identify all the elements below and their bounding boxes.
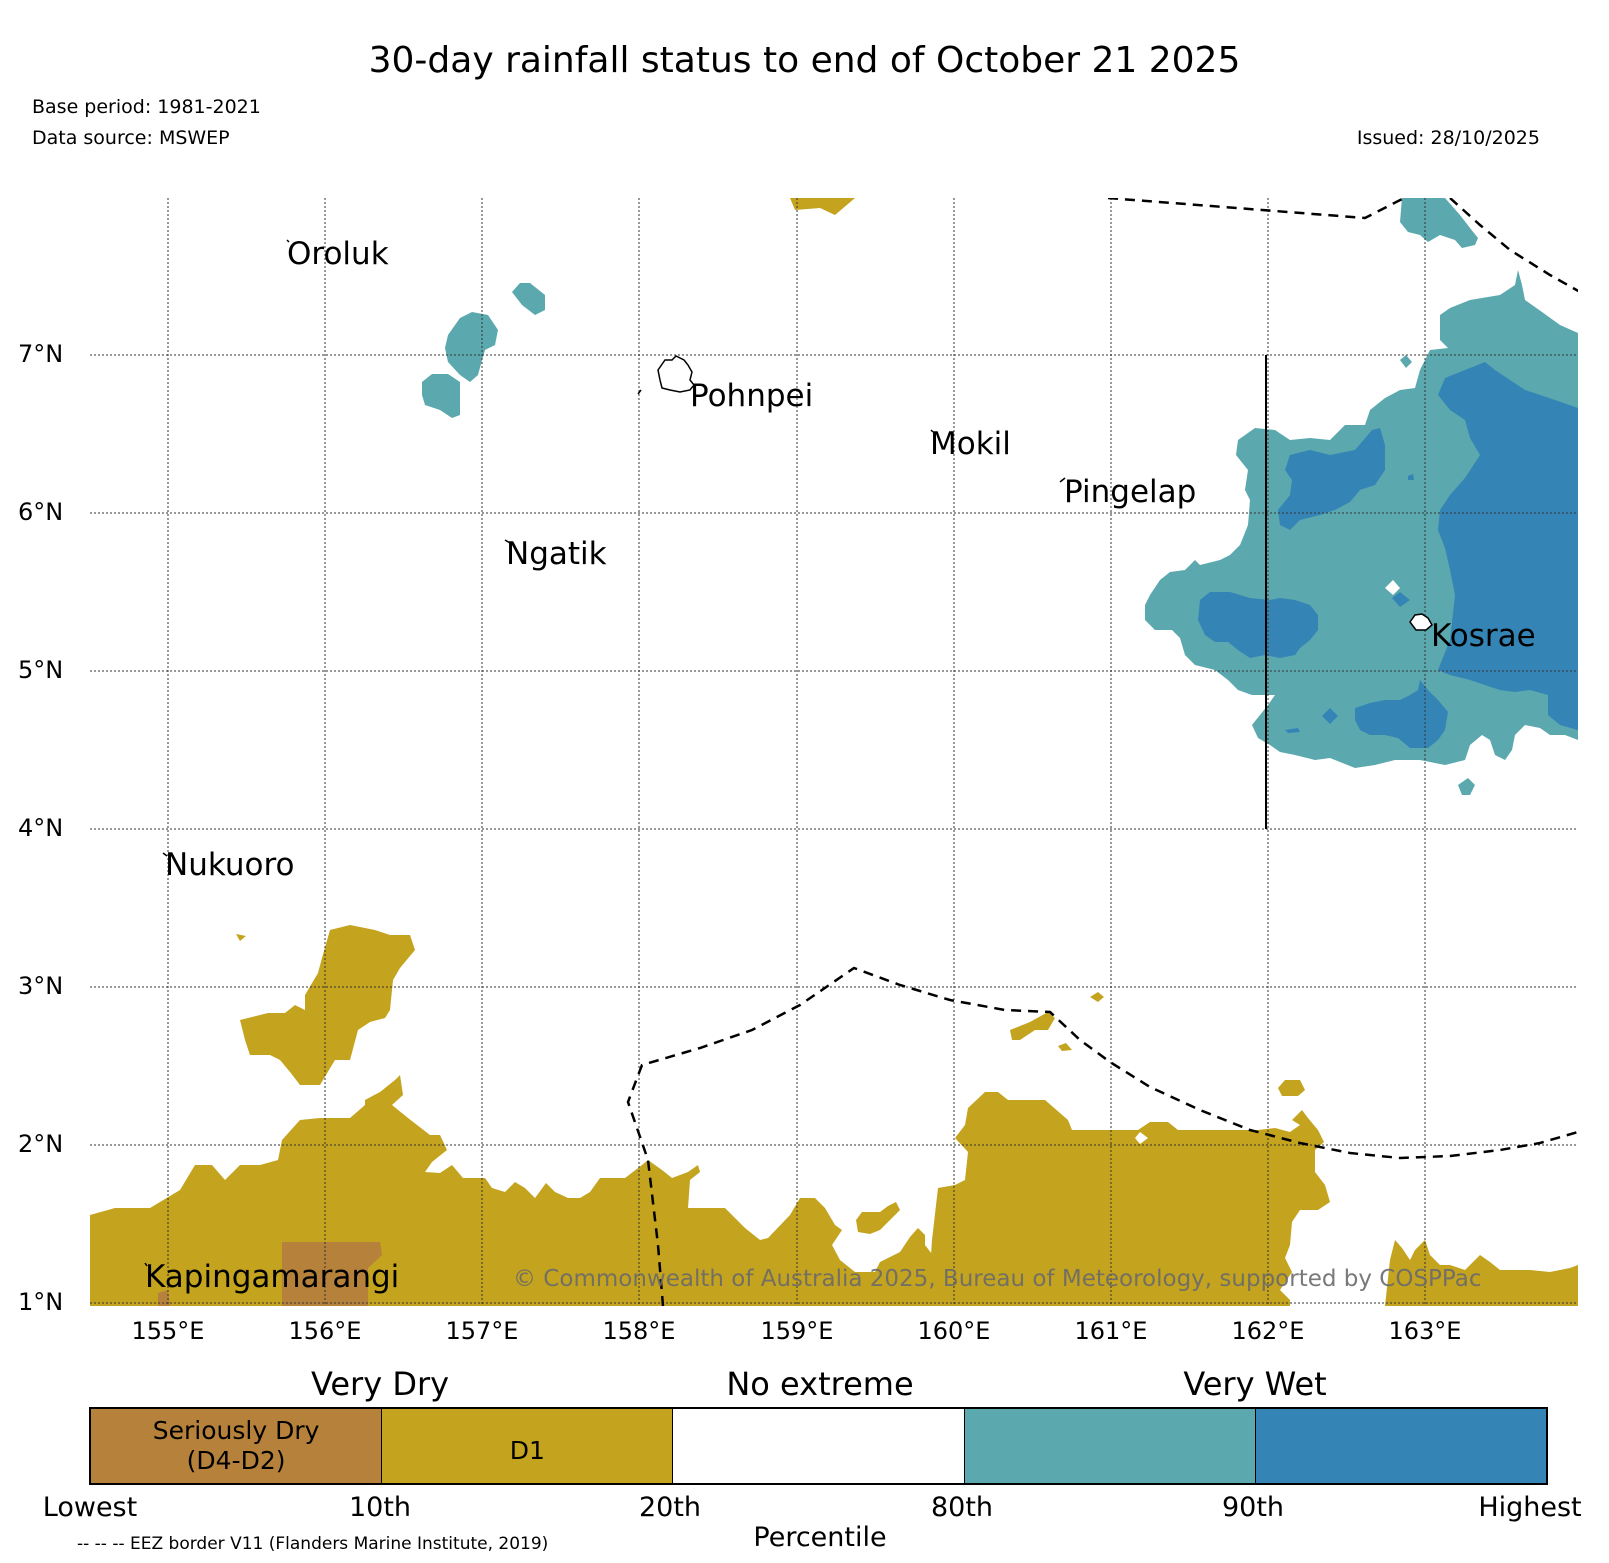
eez-borders <box>626 198 1578 1306</box>
map-gridlines <box>90 198 1578 1306</box>
lon-label-160e: 160°E <box>917 1317 991 1345</box>
legend-tick-highest: Highest <box>1478 1492 1582 1523</box>
legend-group-no-extreme: No extreme <box>726 1365 914 1403</box>
kosrae-outline <box>1409 613 1433 631</box>
very-wet-90-regions <box>1198 362 1578 748</box>
nukuoro-mark <box>162 852 168 857</box>
island-label-oroluk: Oroluk <box>287 236 389 272</box>
oroluk-mark <box>286 239 290 243</box>
d1-inner-patch <box>856 1202 900 1234</box>
legend-axis-label: Percentile <box>753 1522 887 1553</box>
legend-swatch-seriously-dry-line1: Seriously Dry <box>152 1416 320 1445</box>
lat-label-5n: 5°N <box>18 656 64 684</box>
legend-swatch-no-extreme <box>673 1409 965 1483</box>
legend-swatch-seriously-dry: Seriously Dry (D4-D2) <box>91 1409 383 1483</box>
legend-swatch-seriously-dry-line2: (D4-D2) <box>186 1446 286 1475</box>
legend-tick-20th: 20th <box>638 1492 702 1523</box>
lat-label-2n: 2°N <box>18 1130 64 1158</box>
ngatik-mark <box>504 539 516 547</box>
lon-label-159e: 159°E <box>760 1317 834 1345</box>
legend-tick-10th: 10th <box>348 1492 412 1523</box>
island-label-nukuoro: Nukuoro <box>165 847 295 883</box>
base-period: Base period: 1981-2021 <box>32 96 261 118</box>
pingelap-mark <box>1059 477 1066 483</box>
legend-swatch-very-wet-90 <box>1255 1409 1547 1483</box>
d1-regions <box>90 198 1578 1306</box>
island-label-pohnpei: Pohnpei <box>690 378 814 414</box>
lat-label-1n: 1°N <box>18 1288 64 1316</box>
legend-group-very-dry: Very Dry <box>310 1365 450 1403</box>
legend-group-very-wet: Very Wet <box>1183 1365 1327 1403</box>
legend-colorbar: Seriously Dry (D4-D2) D1 <box>89 1407 1548 1485</box>
lon-label-163e: 163°E <box>1388 1317 1462 1345</box>
lon-label-157e: 157°E <box>445 1317 519 1345</box>
map-title: 30-day rainfall status to end of October… <box>368 40 1241 81</box>
legend-tick-lowest: Lowest <box>42 1492 138 1523</box>
pohnpei-islet-mark <box>637 389 642 395</box>
rainfall-regions <box>90 198 1578 1306</box>
island-label-mokil: Mokil <box>930 426 1011 462</box>
island-label-ngatik: Ngatik <box>506 536 607 572</box>
island-label-kapingamarangi: Kapingamarangi <box>145 1259 400 1295</box>
eez-note: -- -- -- EEZ border V11 (Flanders Marine… <box>77 1534 549 1554</box>
lon-label-161e: 161°E <box>1074 1317 1148 1345</box>
lon-label-156e: 156°E <box>288 1317 362 1345</box>
data-source: Data source: MSWEP <box>32 127 230 149</box>
seriously-dry-regions <box>158 1242 382 1306</box>
pohnpei-outline <box>657 355 695 393</box>
legend-tick-80th: 80th <box>930 1492 994 1523</box>
issued-date: Issued: 28/10/2025 <box>1356 127 1540 149</box>
lat-label-3n: 3°N <box>18 972 64 1000</box>
no-extreme-hole-kosrae <box>1385 580 1400 595</box>
legend-tick-90th: 90th <box>1221 1492 1285 1523</box>
island-outlines <box>144 239 1433 1267</box>
lat-label-4n: 4°N <box>18 814 64 842</box>
island-label-kosrae: Kosrae <box>1431 618 1536 654</box>
legend-swatch-very-wet-80 <box>964 1409 1256 1483</box>
copyright-notice: © Commonwealth of Australia 2025, Bureau… <box>513 1266 1482 1292</box>
kapinga-mark <box>144 1262 148 1267</box>
mokil-mark <box>930 429 934 433</box>
lon-label-162e: 162°E <box>1231 1317 1305 1345</box>
lat-label-6n: 6°N <box>18 498 64 526</box>
legend-swatch-d1: D1 <box>382 1409 674 1483</box>
legend-swatch-d1-label: D1 <box>509 1436 545 1465</box>
lon-label-155e: 155°E <box>131 1317 205 1345</box>
island-label-pingelap: Pingelap <box>1064 474 1197 510</box>
lon-label-158e: 158°E <box>602 1317 676 1345</box>
lat-label-7n: 7°N <box>18 340 64 368</box>
